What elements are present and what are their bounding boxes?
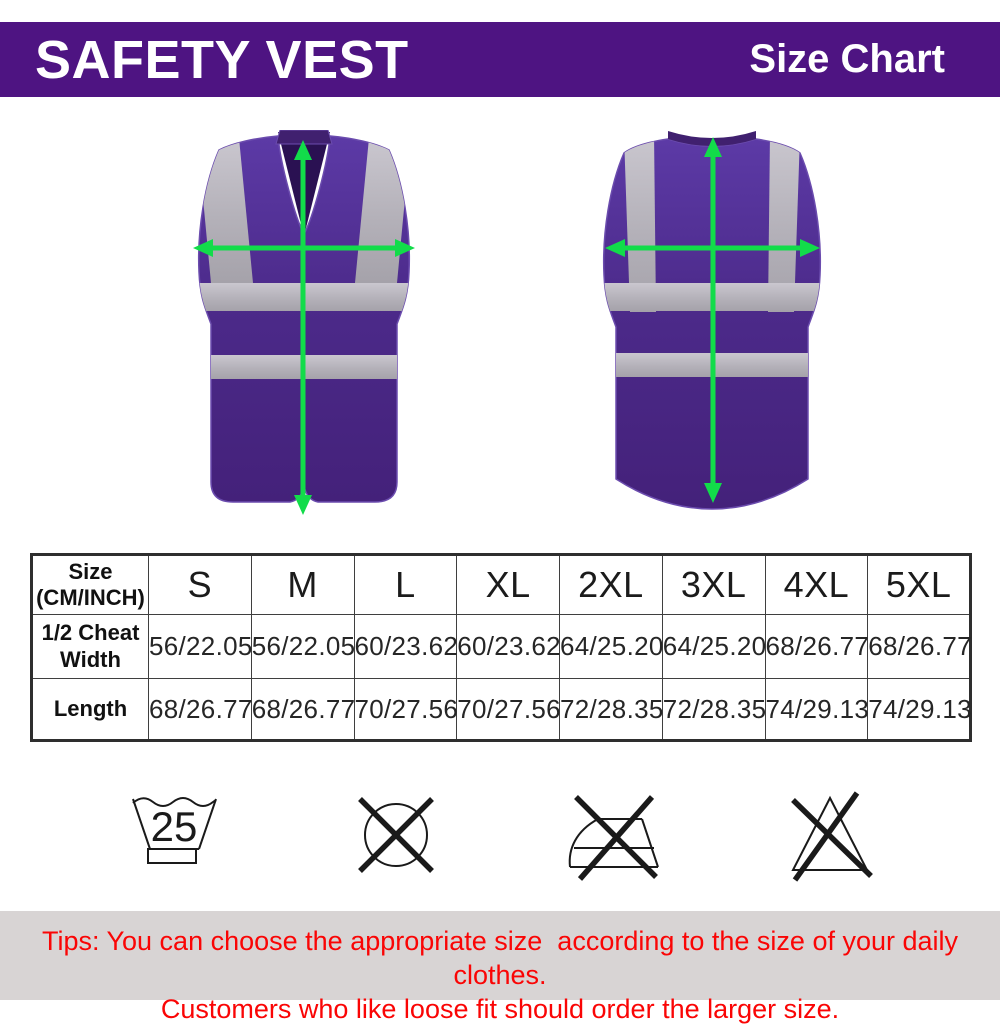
chest-width-s: 56/22.05 — [149, 615, 252, 679]
wash-temperature-label: 25 — [151, 803, 198, 850]
length-2xl: 72/28.35 — [560, 679, 663, 741]
tips-banner: Tips: You can choose the appropriate siz… — [0, 911, 1000, 1000]
chest-width-4xl: 68/26.77 — [765, 615, 868, 679]
size-col-s: S — [149, 555, 252, 615]
tips-line2: Customers who like loose fit should orde… — [0, 993, 1000, 1026]
page-title: SAFETY VEST — [35, 29, 409, 91]
row-label-line1: 1/2 Cheat — [33, 620, 148, 646]
do-not-iron-icon — [566, 791, 666, 881]
size-col-l: L — [354, 555, 457, 615]
size-col-3xl: 3XL — [662, 555, 765, 615]
do-not-bleach-icon — [783, 788, 883, 883]
row-label-chest-width: 1/2 Cheat Width — [32, 615, 149, 679]
chest-width-2xl: 64/25.20 — [560, 615, 663, 679]
size-col-2xl: 2XL — [560, 555, 663, 615]
table-row-chest-width: 1/2 Cheat Width 56/22.05 56/22.05 60/23.… — [32, 615, 971, 679]
chest-width-5xl: 68/26.77 — [868, 615, 971, 679]
size-col-xl: XL — [457, 555, 560, 615]
chest-width-xl: 60/23.62 — [457, 615, 560, 679]
vest-back-image — [594, 127, 832, 525]
size-table-header-row: Size (CM/INCH) S M L XL 2XL 3XL 4XL 5XL — [32, 555, 971, 615]
vest-front-collar — [276, 130, 332, 144]
size-table: Size (CM/INCH) S M L XL 2XL 3XL 4XL 5XL … — [30, 553, 972, 742]
size-col-4xl: 4XL — [765, 555, 868, 615]
length-l: 70/27.56 — [354, 679, 457, 741]
length-4xl: 74/29.13 — [765, 679, 868, 741]
table-row-length: Length 68/26.77 68/26.77 70/27.56 70/27.… — [32, 679, 971, 741]
do-not-dry-clean-icon — [347, 791, 447, 881]
header-banner: SAFETY VEST Size Chart — [0, 22, 1000, 97]
length-xl: 70/27.56 — [457, 679, 560, 741]
vest-front-image — [185, 130, 425, 522]
page-subtitle: Size Chart — [749, 37, 945, 82]
row-label-length: Length — [32, 679, 149, 741]
length-m: 68/26.77 — [251, 679, 354, 741]
size-col-5xl: 5XL — [868, 555, 971, 615]
length-s: 68/26.77 — [149, 679, 252, 741]
chest-width-l: 60/23.62 — [354, 615, 457, 679]
length-3xl: 72/28.35 — [662, 679, 765, 741]
tips-line1: Tips: You can choose the appropriate siz… — [0, 925, 1000, 993]
machine-wash-25-icon: 25 — [128, 789, 228, 884]
corner-line1: Size — [33, 559, 148, 585]
size-col-m: M — [251, 555, 354, 615]
chest-width-m: 56/22.05 — [251, 615, 354, 679]
size-table-corner-cell: Size (CM/INCH) — [32, 555, 149, 615]
chest-width-3xl: 64/25.20 — [662, 615, 765, 679]
size-chart-page: { "colors": { "banner_purple": "#4e1482"… — [0, 0, 1000, 1000]
corner-line2: (CM/INCH) — [33, 585, 148, 611]
row-label-line1: Length — [33, 696, 148, 722]
row-label-line2: Width — [33, 647, 148, 673]
length-5xl: 74/29.13 — [868, 679, 971, 741]
